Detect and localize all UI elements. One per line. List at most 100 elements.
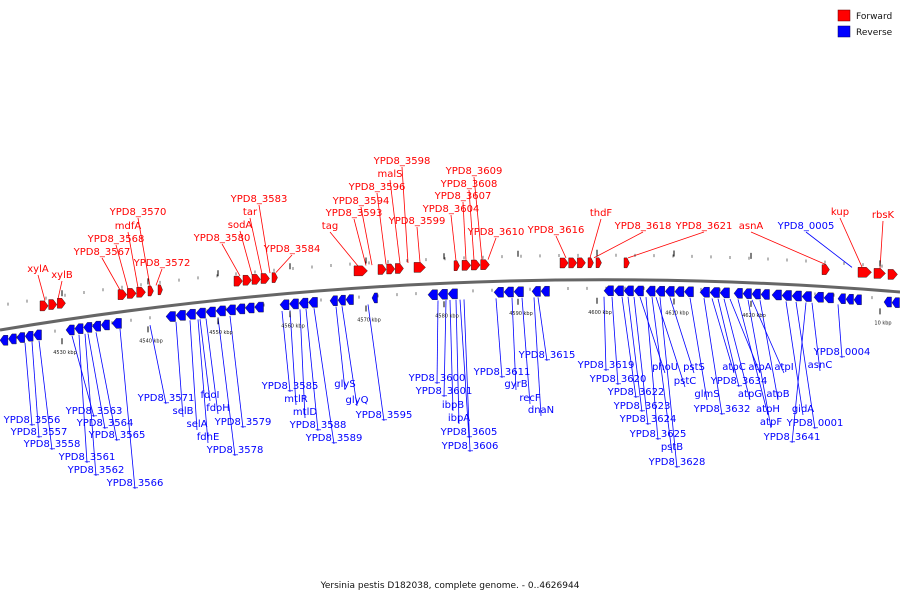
reverse-gene-YPD8_3600-label[interactable]: YPD8_3600 (408, 373, 466, 384)
reverse-gene-arrow[interactable] (235, 303, 246, 315)
forward-gene-asnA-label[interactable]: asnA (739, 221, 764, 232)
reverse-gene-arrow[interactable] (437, 289, 448, 300)
reverse-gene-YPD8_3562-label[interactable]: YPD8_3562 (67, 465, 125, 476)
forward-gene-arrow[interactable] (386, 263, 396, 275)
reverse-gene-arrow[interactable] (83, 322, 93, 333)
reverse-gene-gyrB-label[interactable]: gyrB (504, 379, 527, 390)
reverse-gene-phoU-label[interactable]: phoU (652, 362, 678, 373)
reverse-gene-arrow[interactable] (719, 287, 730, 299)
forward-gene-YPD8_3568-label[interactable]: YPD8_3568 (87, 234, 145, 245)
reverse-gene-YPD8_3579-label[interactable]: YPD8_3579 (214, 417, 272, 428)
forward-gene-arrow[interactable] (117, 289, 128, 300)
forward-gene-YPD8_3618-label[interactable]: YPD8_3618 (614, 221, 672, 232)
forward-gene-YPD8_3598-label[interactable]: YPD8_3598 (373, 156, 431, 167)
reverse-gene-arrow[interactable] (781, 290, 792, 301)
forward-gene-arrow[interactable] (157, 284, 163, 296)
reverse-gene-atpC-label[interactable]: atpC (722, 362, 745, 373)
reverse-gene-arrow[interactable] (0, 335, 9, 346)
forward-gene-arrow[interactable] (453, 260, 460, 271)
reverse-gene-arrow[interactable] (613, 285, 624, 297)
forward-gene-YPD8_3599-label[interactable]: YPD8_3599 (388, 216, 446, 227)
reverse-gene-atpH-label[interactable]: atpH (756, 404, 780, 415)
forward-gene-arrow[interactable] (242, 275, 252, 286)
forward-gene-YPD8_3572-label[interactable]: YPD8_3572 (133, 258, 191, 269)
forward-gene-malS-label[interactable]: malS (378, 169, 403, 180)
reverse-gene-arrow[interactable] (92, 320, 101, 332)
reverse-gene-arrow[interactable] (699, 287, 710, 298)
reverse-gene-YPD8_0005-label[interactable]: YPD8_0005 (777, 221, 835, 232)
reverse-gene-atpB-label[interactable]: atpB (766, 389, 789, 400)
forward-gene-YPD8_3609-label[interactable]: YPD8_3609 (445, 166, 503, 177)
reverse-gene-YPD8_3622-label[interactable]: YPD8_3622 (607, 387, 665, 398)
reverse-gene-arrow[interactable] (175, 310, 186, 321)
reverse-gene-arrow[interactable] (195, 307, 206, 319)
reverse-gene-arrow[interactable] (684, 286, 694, 298)
reverse-gene-ibpB-label[interactable]: ibpB (442, 400, 464, 411)
forward-gene-arrow[interactable] (568, 257, 578, 269)
forward-gene-xylB-label[interactable]: xylB (51, 270, 73, 281)
forward-gene-arrow[interactable] (48, 299, 58, 310)
forward-gene-arrow[interactable] (353, 265, 368, 277)
reverse-gene-arrow[interactable] (751, 288, 761, 300)
reverse-gene-arrow[interactable] (65, 324, 75, 336)
forward-gene-arrow[interactable] (271, 272, 278, 283)
reverse-gene-YPD8_3625-label[interactable]: YPD8_3625 (629, 429, 687, 440)
forward-gene-arrow[interactable] (57, 298, 66, 309)
forward-gene-arrow[interactable] (587, 257, 594, 268)
reverse-gene-YPD8_3628-label[interactable]: YPD8_3628 (648, 457, 706, 468)
reverse-gene-asnC-label[interactable]: asnC (808, 360, 833, 371)
forward-gene-arrow[interactable] (821, 264, 830, 275)
reverse-gene-arrow[interactable] (493, 287, 504, 298)
reverse-gene-arrow[interactable] (623, 285, 634, 297)
reverse-gene-arrow[interactable] (733, 288, 743, 299)
reverse-gene-YPD8_3601-label[interactable]: YPD8_3601 (415, 386, 473, 397)
reverse-gene-arrow[interactable] (823, 292, 834, 304)
forward-gene-YPD8_3583-label[interactable]: YPD8_3583 (230, 194, 288, 205)
reverse-gene-arrow[interactable] (337, 294, 346, 306)
forward-gene-kup-label[interactable]: kup (831, 207, 849, 218)
reverse-gene-YPD8_3632-label[interactable]: YPD8_3632 (693, 404, 751, 415)
forward-gene-YPD8_3610-label[interactable]: YPD8_3610 (467, 227, 525, 238)
reverse-gene-arrow[interactable] (279, 299, 290, 310)
reverse-gene-arrow[interactable] (633, 285, 644, 297)
reverse-gene-arrow[interactable] (664, 286, 675, 297)
reverse-gene-recF-label[interactable]: recF (519, 393, 541, 404)
forward-gene-arrow[interactable] (136, 287, 146, 298)
reverse-gene-YPD8_3578-label[interactable]: YPD8_3578 (206, 445, 264, 456)
reverse-gene-arrow[interactable] (16, 332, 25, 343)
forward-gene-arrow[interactable] (413, 262, 426, 273)
forward-gene-arrow[interactable] (233, 275, 243, 287)
reverse-gene-arrow[interactable] (540, 286, 550, 297)
reverse-gene-arrow[interactable] (674, 286, 685, 297)
forward-gene-YPD8_3594-label[interactable]: YPD8_3594 (332, 196, 390, 207)
reverse-gene-atpA-label[interactable]: atpA (748, 362, 771, 373)
forward-gene-tag-label[interactable]: tag (322, 221, 338, 232)
reverse-gene-arrow[interactable] (503, 286, 514, 298)
reverse-gene-YPD8_3611-label[interactable]: YPD8_3611 (473, 367, 531, 378)
forward-gene-arrow[interactable] (559, 257, 569, 269)
reverse-gene-selA-label[interactable]: selA (187, 419, 208, 430)
forward-gene-arrow[interactable] (395, 263, 404, 274)
reverse-gene-arrow[interactable] (345, 294, 354, 305)
reverse-gene-YPD8_3565-label[interactable]: YPD8_3565 (88, 430, 146, 441)
reverse-gene-YPD8_3571-label[interactable]: YPD8_3571 (137, 393, 195, 404)
reverse-gene-YPD8_3566-label[interactable]: YPD8_3566 (106, 478, 164, 489)
reverse-gene-arrow[interactable] (298, 297, 309, 309)
reverse-gene-YPD8_3595-label[interactable]: YPD8_3595 (355, 410, 413, 421)
reverse-gene-mtlD-label[interactable]: mtlD (293, 407, 317, 418)
reverse-gene-fdoI-label[interactable]: fdoI (201, 390, 220, 401)
reverse-gene-YPD8_3564-label[interactable]: YPD8_3564 (76, 418, 134, 429)
forward-gene-arrow[interactable] (471, 259, 481, 271)
reverse-gene-glyQ-label[interactable]: glyQ (346, 395, 369, 406)
reverse-gene-YPD8_3556-label[interactable]: YPD8_3556 (3, 415, 61, 426)
reverse-gene-YPD8_3588-label[interactable]: YPD8_3588 (289, 420, 347, 431)
reverse-gene-arrow[interactable] (74, 323, 84, 334)
forward-gene-YPD8_3607-label[interactable]: YPD8_3607 (434, 191, 492, 202)
reverse-gene-YPD8_3605-label[interactable]: YPD8_3605 (440, 427, 498, 438)
reverse-gene-arrow[interactable] (8, 333, 17, 345)
reverse-gene-arrow[interactable] (447, 288, 458, 300)
reverse-gene-dnaN-label[interactable]: dnaN (528, 405, 554, 416)
reverse-gene-arrow[interactable] (513, 286, 524, 297)
forward-gene-thdF-label[interactable]: thdF (590, 208, 613, 219)
reverse-gene-YPD8_3563-label[interactable]: YPD8_3563 (65, 406, 123, 417)
